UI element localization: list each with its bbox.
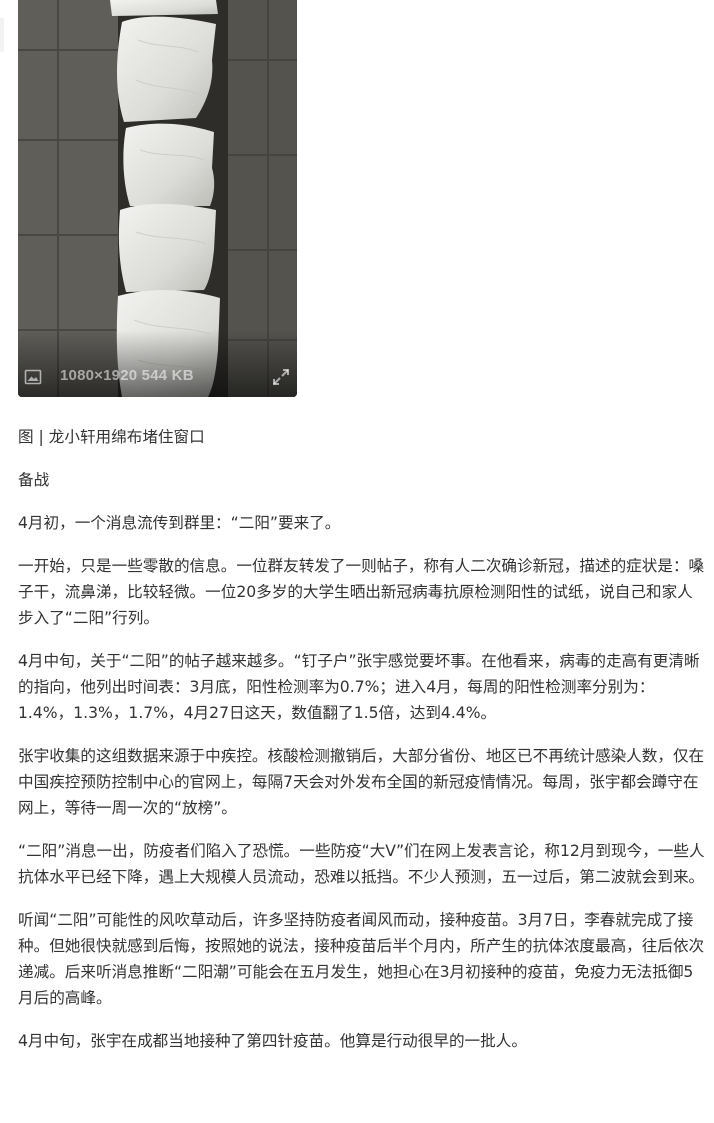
paragraph: 一开始，只是一些零散的信息。一位群友转发了一则帖子，称有人二次确诊新冠，描述的症… — [18, 557, 705, 627]
expand-icon[interactable] — [271, 367, 291, 387]
paragraph: 4月中旬，关于“二阳”的帖子越来越多。“钉子户”张宇感觉要坏事。在他看来，病毒的… — [18, 652, 700, 722]
left-edge-strip — [0, 18, 4, 52]
photo-illustration — [18, 0, 297, 397]
image-info: 1080×1920 544 KB — [60, 367, 194, 384]
image-icon — [24, 369, 42, 385]
paragraph: “二阳”消息一出，防疫者们陷入了恐慌。一些防疫“大V”们在网上发表言论，称12月… — [18, 842, 705, 886]
paragraph: 4月初，一个消息流传到群里：“二阳”要来了。 — [18, 514, 341, 532]
paragraph: 张宇收集的这组数据来源于中疾控。核酸检测撤销后，大部分省份、地区已不再统计感染人… — [18, 747, 705, 817]
article-photo[interactable]: 1080×1920 544 KB — [18, 0, 297, 397]
image-meta-bar: 1080×1920 544 KB — [18, 357, 297, 397]
section-title: 备战 — [18, 471, 50, 489]
image-caption: 图 | 龙小轩用绵布堵住窗口 — [18, 428, 205, 446]
article-body: 图 | 龙小轩用绵布堵住窗口 备战 4月初，一个消息流传到群里：“二阳”要来了。… — [18, 424, 708, 1071]
paragraph: 听闻“二阳”可能性的风吹草动后，许多坚持防疫者闻风而动，接种疫苗。3月7日，李春… — [18, 911, 705, 1007]
paragraph: 4月中旬，张宇在成都当地接种了第四针疫苗。他算是行动很早的一批人。 — [18, 1032, 527, 1050]
